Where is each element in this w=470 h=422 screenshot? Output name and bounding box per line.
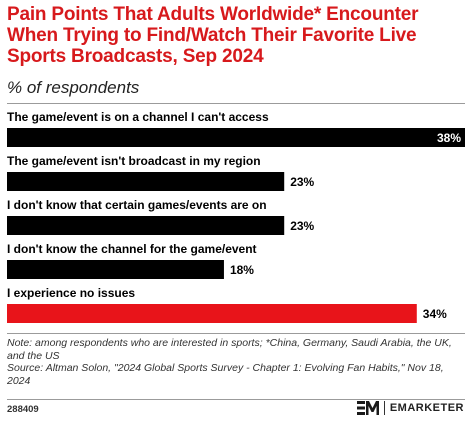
category-label: I experience no issues [7,286,135,300]
em-logo-icon [356,401,379,415]
value-label: 18% [230,263,254,277]
brand-name: EMARKETER [389,402,464,414]
bar-chart: The game/event is on a channel I can't a… [7,110,465,323]
chart-id: 288409 [7,404,39,415]
bar [7,304,417,323]
value-label: 23% [290,219,314,233]
bottom-divider [7,333,465,334]
chart-title: Pain Points That Adults Worldwide* Encou… [7,4,419,67]
brand-logo: EMARKETER [356,401,464,415]
category-label: I don't know the channel for the game/ev… [7,242,257,256]
value-label: 38% [437,131,461,145]
footnotes: Note: among respondents who are interest… [7,337,467,387]
top-divider [7,103,465,104]
value-label: 23% [290,175,314,189]
chart-subtitle: % of respondents [7,78,140,97]
category-label: I don't know that certain games/events a… [7,198,267,212]
category-label: The game/event isn't broadcast in my reg… [7,154,261,168]
brand-separator [383,401,385,415]
bar [7,128,465,147]
bar [7,260,224,279]
source-text: Source: Altman Solon, "2024 Global Sport… [7,362,444,387]
bar [7,216,285,235]
category-label: The game/event is on a channel I can't a… [7,110,269,124]
value-label: 34% [423,307,447,321]
footer-divider [7,399,465,400]
note-text: Note: among respondents who are interest… [7,337,452,362]
bar [7,172,285,191]
